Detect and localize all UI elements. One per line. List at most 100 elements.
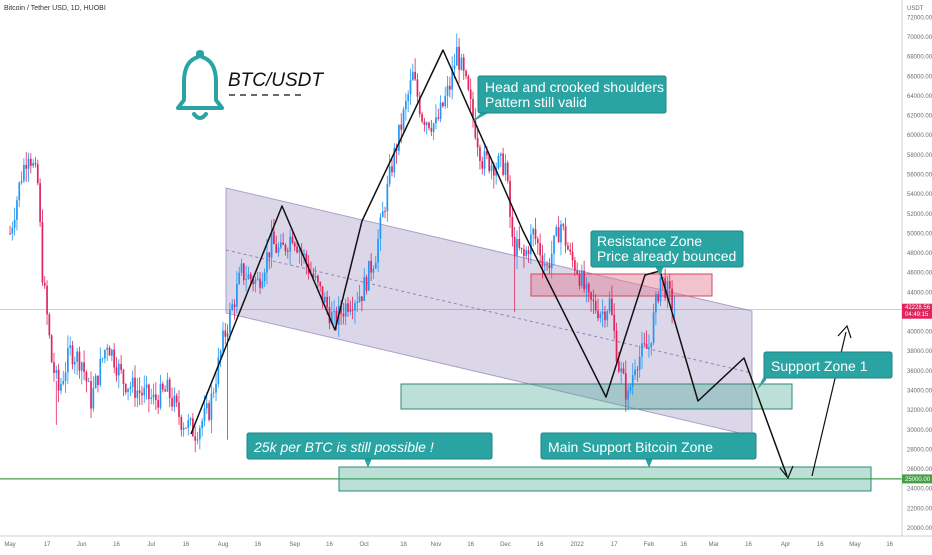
time-tick-label: Sep [289,542,300,548]
candle-body [536,239,539,244]
candle-body [317,275,319,283]
candle-body [409,80,412,95]
candle-body [402,109,405,130]
price-tick-label: 46000.00 [907,271,932,277]
candle-body [182,427,185,430]
candle-body [620,368,623,372]
candle-body [481,160,484,169]
candle-body [171,398,173,407]
candle-body [460,57,463,70]
candle-body [46,285,48,315]
candle-body [48,314,51,336]
candle-body [354,303,356,311]
candle-body [393,147,396,173]
candle-body [23,164,25,181]
candle-body [71,345,74,365]
candle-body [418,96,421,115]
candle-body [80,362,83,371]
time-axis[interactable]: May 17 Jun 16 Jul 16 Aug 16 Sep 16 Oct 18 Nov 16 Dec 16… [0,535,932,548]
candle-body [641,343,643,357]
candle-body [479,147,481,161]
price-tick-label: 26000.00 [907,467,932,473]
callout-box [590,230,744,268]
time-tick-label: Oct [360,542,370,548]
candle-body [358,296,361,302]
time-tick-label: 17 [611,542,618,548]
candle-body [212,392,215,394]
price-tick-label: 66000.00 [907,74,932,80]
price-tick-label: 44000.00 [907,290,932,296]
candle-body [305,253,308,264]
candle-body [462,57,465,71]
candle-body [398,124,400,151]
price-axis[interactable]: 20000.00 22000.00 24000.00 26000.00 28000.00… [901,0,932,536]
candle-body [638,356,641,370]
candle-body [671,288,673,310]
candle-body [604,311,606,321]
candle-body [55,369,58,373]
candle-body [432,123,435,132]
candle-body [284,244,287,252]
candle-body [101,358,104,360]
candle-body [444,95,447,107]
candle-body [319,282,322,287]
candle-body [530,234,532,255]
candle-body [631,375,634,387]
candle-body [129,387,132,389]
candle-body [430,128,433,132]
candle-body [458,46,460,70]
candle-body [379,217,382,239]
price-tick-label: 48000.00 [907,251,932,257]
callout-line-1: Resistance Zone [597,233,702,249]
candle-body [650,342,653,348]
candle-body [347,303,349,312]
candle-body [597,310,599,319]
candle-body [291,236,294,244]
price-tick-label: 22000.00 [907,506,932,512]
callout-box [540,432,757,460]
callout-pointer [645,458,653,468]
candle-body [245,279,247,281]
candle-body [550,253,553,269]
candle-body [108,347,111,356]
candle-body [388,166,391,184]
candle-body [32,163,34,166]
candle-body [606,311,609,321]
candle-body [636,369,639,371]
candle-body [117,363,120,376]
candle-body [509,180,511,217]
candle-body [391,166,393,173]
candle-body [16,200,18,220]
candle-body [384,211,386,213]
callout-line-1: Head and crooked shoulders [485,79,664,95]
candle-body [539,243,541,256]
candle-body [449,85,451,90]
candle-body [173,395,176,407]
price-tick-label: 28000.00 [907,447,932,453]
candle-body [224,330,227,337]
candle-body [323,296,326,303]
candle-body [333,310,335,313]
candle-body [43,282,46,286]
candle-body [326,296,329,308]
last-price-countdown: 04:49:15 [905,312,929,318]
candle-body [601,311,604,314]
candle-body [580,270,583,286]
candle-body [185,427,187,429]
candle-body [446,85,449,96]
candle-body [599,313,602,319]
candle-body [205,403,208,409]
last-price-badge [902,303,932,319]
time-tick-label: Feb [644,542,655,548]
candle-body [569,249,572,252]
candle-body [50,335,53,363]
candle-body [455,46,458,66]
head-shoulders-path [190,49,788,477]
candle-body [652,312,655,343]
candle-body [527,250,530,255]
candle-body [659,277,662,302]
candle-body [62,381,65,384]
candle-body [492,165,495,176]
candle-body [136,390,139,398]
